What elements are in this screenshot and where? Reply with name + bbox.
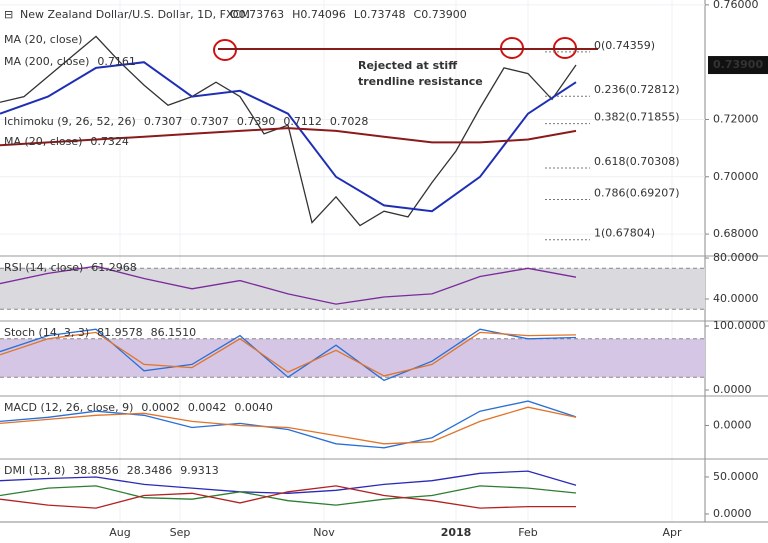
- legend-value: 86.1510: [151, 326, 197, 339]
- series-line: [0, 265, 577, 305]
- y-tick-label: 0.0000: [713, 418, 752, 431]
- x-tick-label: Feb: [518, 526, 537, 539]
- fib-label: 0.382(0.71855): [594, 111, 680, 124]
- ohlc-value: H0.74096: [292, 8, 346, 21]
- y-tick-label: 80.0000: [713, 251, 759, 264]
- legend-value: 28.3486: [127, 464, 173, 477]
- legend-name: MA (20, close): [4, 33, 82, 46]
- legend-value: 0.7390: [237, 115, 276, 128]
- y-tick-label: 50.0000: [713, 470, 759, 483]
- legend-value: 0.7324: [90, 135, 129, 148]
- legend-value: 0.7307: [190, 115, 229, 128]
- annotation: trendline resistance: [358, 75, 483, 88]
- ohlc-value: L0.73748: [354, 8, 406, 21]
- series-line: [0, 328, 577, 382]
- legend-value: 0.7028: [330, 115, 369, 128]
- legend-name: MA (200, close): [4, 55, 89, 68]
- series-line: [0, 470, 577, 494]
- level-band: [0, 268, 705, 310]
- legend-value: 0.0040: [234, 401, 273, 414]
- legend-value: 0.0002: [141, 401, 180, 414]
- indicator-name: Stoch (14, 3, 3): [4, 326, 89, 339]
- fib-label: 0(0.74359): [594, 39, 655, 52]
- legend-value: 61.2968: [91, 261, 137, 274]
- indicator-name: RSI (14, close): [4, 261, 83, 274]
- indicator-name: MACD (12, 26, close, 9): [4, 401, 133, 414]
- y-tick-label: 0.76000: [713, 0, 759, 11]
- series-line: [0, 406, 577, 445]
- x-tick-label: Aug: [109, 526, 130, 539]
- fib-label: 0.786(0.69207): [594, 187, 680, 200]
- series-line: [0, 127, 577, 147]
- legend-value: 9.9313: [180, 464, 219, 477]
- highlight-circle: [213, 39, 237, 61]
- legend-value: 0.0042: [188, 401, 227, 414]
- x-tick-label: 2018: [441, 526, 472, 539]
- price-axis-area: [705, 0, 768, 543]
- y-tick-label: 0.68000: [713, 227, 759, 240]
- fib-label: 1(0.67804): [594, 227, 655, 240]
- y-tick-label: 100.0000: [713, 319, 766, 332]
- series-line: [0, 35, 577, 227]
- legend-value: 81.9578: [97, 326, 143, 339]
- y-tick-label: 0.70000: [713, 170, 759, 183]
- legend-value: 0.7161: [97, 55, 136, 68]
- y-tick-label: 0.72000: [713, 112, 759, 125]
- fib-label: 0.618(0.70308): [594, 155, 680, 168]
- x-tick-label: Sep: [170, 526, 191, 539]
- y-tick-label: 40.0000: [713, 292, 759, 305]
- series-line: [0, 61, 577, 213]
- x-tick-label: Apr: [662, 526, 682, 539]
- last-price-label: 0.73900: [713, 58, 763, 71]
- legend-value: 38.8856: [73, 464, 119, 477]
- fib-label: 0.236(0.72812): [594, 83, 680, 96]
- ohlc-value: O0.73763: [230, 8, 284, 21]
- series-line: [0, 331, 577, 377]
- y-tick-label: 0.0000: [713, 507, 752, 520]
- legend-name: MA (20, close): [4, 135, 82, 148]
- series-line: [0, 485, 576, 509]
- x-tick-label: Nov: [313, 526, 335, 539]
- series-line: [0, 485, 577, 506]
- legend-value: 0.7307: [144, 115, 183, 128]
- indicator-name: DMI (13, 8): [4, 464, 65, 477]
- y-tick-label: 0.0000: [713, 383, 752, 396]
- last-price-tag: [708, 56, 768, 75]
- ohlc-value: C0.73900: [414, 8, 467, 21]
- legend-name: Ichimoku (9, 26, 52, 26): [4, 115, 136, 128]
- collapse-icon[interactable]: ⊟: [4, 8, 13, 21]
- legend-value: 0.7112: [283, 115, 322, 128]
- annotation: Rejected at stiff: [358, 59, 457, 72]
- chart-title: New Zealand Dollar/U.S. Dollar, 1D, FXCM: [20, 8, 250, 21]
- series-line: [0, 400, 577, 449]
